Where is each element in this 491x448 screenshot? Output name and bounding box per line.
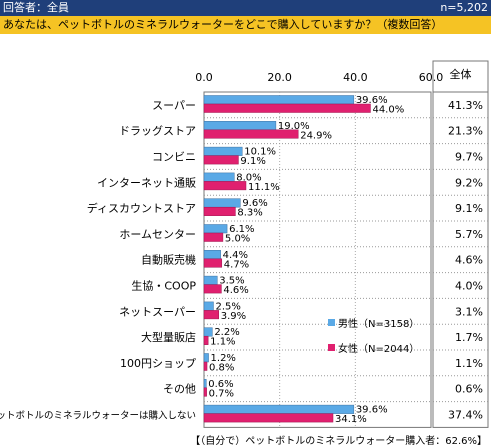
data-label-male: 10.1% xyxy=(244,147,276,158)
question-bar: あなたは、ペットボトルのミネラルウォーターをどこで購入していますか？（複数回答） xyxy=(0,16,491,34)
data-label-male: 19.0% xyxy=(278,121,310,132)
data-label-male: 1.2% xyxy=(211,353,236,364)
bar-female xyxy=(203,387,207,397)
total-value: 9.7% xyxy=(455,151,483,164)
category-label: スーパー xyxy=(152,99,196,112)
bar-male xyxy=(203,275,218,285)
total-value: 3.1% xyxy=(455,305,483,318)
respondent-header: 回答者：全員 n=5,202 xyxy=(0,0,491,16)
bar-female xyxy=(203,181,247,191)
category-label: 大型量販店 xyxy=(141,330,196,344)
bar-male xyxy=(203,301,214,311)
total-value: 0.6% xyxy=(455,383,483,396)
category-label: コンビニ xyxy=(152,151,196,164)
legend-label-female: 女性（N=2044） xyxy=(338,342,419,355)
total-value: 1.1% xyxy=(455,357,483,370)
legend-swatch-male xyxy=(328,319,335,326)
data-label-female: 24.9% xyxy=(300,130,332,141)
bar-female xyxy=(203,155,239,165)
data-label-female: 5.0% xyxy=(225,234,250,245)
total-value: 1.7% xyxy=(455,331,483,344)
data-label-male: 39.6% xyxy=(356,405,388,416)
bar-female xyxy=(203,103,371,113)
category-label: 生協・COOP xyxy=(131,279,196,293)
data-label-male: 8.0% xyxy=(236,172,261,183)
bar-male xyxy=(203,95,355,105)
category-label: ディスカウントストア xyxy=(87,201,196,215)
category-label: ネットスーパー xyxy=(119,305,196,318)
footer-note: 【（自分で）ペットボトルのミネラルウォーター購入者：62.6%】 xyxy=(190,436,487,447)
category-label: ホームセンター xyxy=(119,228,196,241)
data-label-female: 4.7% xyxy=(224,259,249,270)
total-value: 41.3% xyxy=(448,99,483,112)
bar-female xyxy=(203,206,236,216)
bar-female xyxy=(203,310,220,320)
category-label: 自動販売機 xyxy=(141,253,196,267)
bar-female xyxy=(203,232,224,242)
total-value: 21.3% xyxy=(448,125,483,138)
legend-label-male: 男性（N=3158） xyxy=(338,317,419,330)
total-header: 全体 xyxy=(450,67,472,81)
x-tick-label: 0.0 xyxy=(195,71,213,84)
data-label-female: 9.1% xyxy=(240,156,265,167)
bar-male xyxy=(203,198,241,208)
bar-male xyxy=(203,353,209,363)
category-label: インターネット通販 xyxy=(97,176,196,189)
data-label-female: 11.1% xyxy=(248,182,280,193)
bar-male xyxy=(203,327,213,337)
sample-size: n=5,202 xyxy=(440,1,488,14)
data-label-male: 6.1% xyxy=(229,224,254,235)
data-label-male: 2.5% xyxy=(215,301,240,312)
data-label-male: 9.6% xyxy=(242,198,267,209)
data-label-female: 44.0% xyxy=(372,105,404,116)
total-value: 4.6% xyxy=(455,254,483,267)
bar-male xyxy=(203,172,235,182)
total-value: 37.4% xyxy=(448,409,483,422)
data-label-male: 3.5% xyxy=(219,276,244,287)
x-tick-label: 40.0 xyxy=(343,71,368,84)
total-value: 5.7% xyxy=(455,228,483,241)
respondent-label: 回答者：全員 xyxy=(3,1,69,14)
data-label-female: 8.3% xyxy=(237,208,262,219)
total-value: 4.0% xyxy=(455,280,483,293)
total-table xyxy=(432,60,489,428)
question-text: あなたは、ペットボトルのミネラルウォーターをどこで購入していますか？（複数回答） xyxy=(3,18,443,31)
bar-female xyxy=(203,335,209,345)
bar-female xyxy=(203,129,299,139)
data-label-female: 34.1% xyxy=(335,414,367,425)
legend-swatch-female xyxy=(328,344,335,351)
x-tick-label: 20.0 xyxy=(267,71,292,84)
category-label: その他 xyxy=(163,383,196,396)
data-label-female: 0.7% xyxy=(209,388,234,399)
data-label-female: 3.9% xyxy=(221,311,246,322)
x-tick-label: 60.0 xyxy=(419,71,444,84)
category-label: ドラッグストア xyxy=(119,124,196,138)
data-label-male: 4.4% xyxy=(223,250,248,261)
data-label-male: 39.6% xyxy=(356,95,388,106)
bar-female xyxy=(203,284,222,294)
bar-male xyxy=(203,224,228,234)
bar-female xyxy=(203,413,334,423)
data-label-female: 0.8% xyxy=(209,363,234,374)
bar-male xyxy=(203,250,221,260)
data-label-male: 0.6% xyxy=(208,379,233,390)
total-value: 9.2% xyxy=(455,176,483,189)
data-label-male: 2.2% xyxy=(214,327,239,338)
category-label: ペットボトルのミネラルウォーターは購入しない xyxy=(0,410,196,422)
bar-female xyxy=(203,258,223,268)
bar-male xyxy=(203,121,277,131)
bar-male xyxy=(203,146,243,156)
bar-male xyxy=(203,379,207,389)
data-label-female: 4.6% xyxy=(223,285,248,296)
bar-female xyxy=(203,361,208,371)
category-label: 100円ショップ xyxy=(120,357,196,370)
bar-male xyxy=(203,404,355,414)
data-label-female: 1.1% xyxy=(210,337,235,348)
total-value: 9.1% xyxy=(455,202,483,215)
